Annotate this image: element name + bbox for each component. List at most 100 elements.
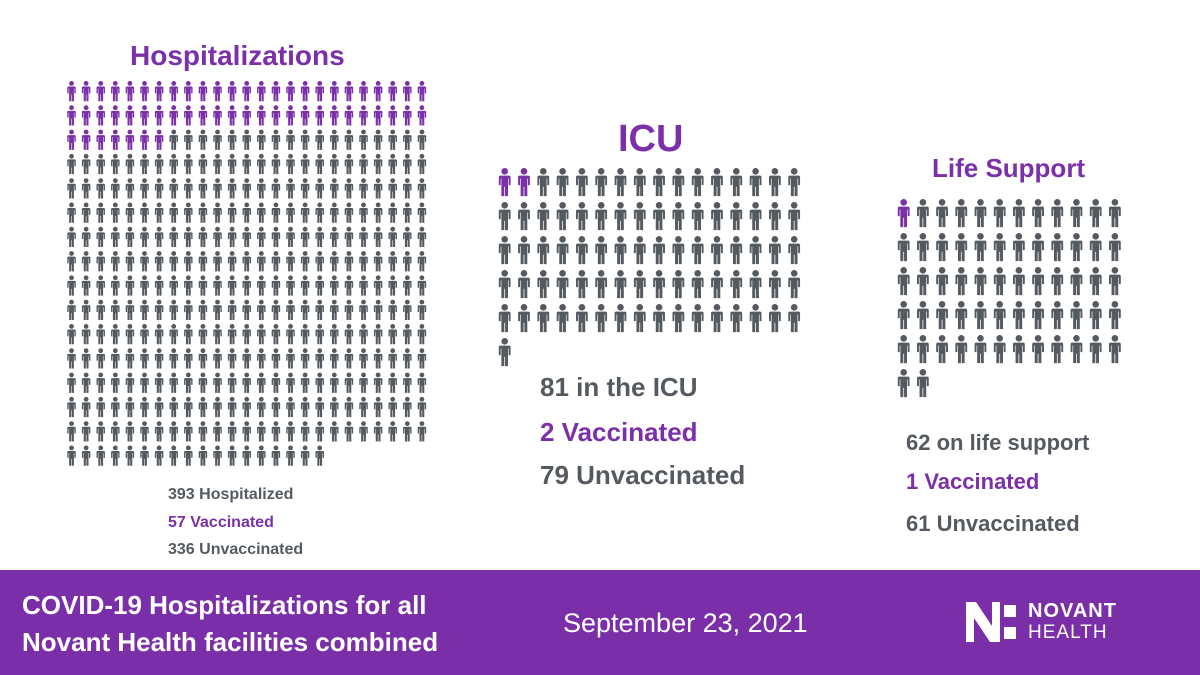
hospitalized-unvaccinated-person-icon (359, 153, 368, 175)
icu-vaccinated-person-icon (518, 168, 530, 197)
hospitalized-unvaccinated-person-icon (184, 421, 193, 442)
icu-unvaccinated-person-icon (614, 304, 627, 333)
hospitalized-unvaccinated-person-icon (388, 153, 397, 175)
hospitalized-vaccinated-person-icon (359, 81, 368, 102)
hospitalized-unvaccinated-person-icon (125, 396, 135, 418)
hospitalized-unvaccinated-person-icon (300, 275, 310, 296)
hospitalized-unvaccinated-person-icon (300, 324, 310, 345)
life-support-unvaccinated-person-icon (1108, 335, 1121, 364)
hospitalized-unvaccinated-person-icon (403, 226, 412, 248)
hospitalized-unvaccinated-person-icon (315, 178, 324, 199)
hospitalized-unvaccinated-person-icon (96, 299, 105, 320)
icu-unvaccinated-person-icon (518, 304, 530, 333)
hospitalized-unvaccinated-person-icon (198, 445, 208, 466)
hospitalized-unvaccinated-person-icon (227, 372, 237, 393)
hospitalized-unvaccinated-person-icon (169, 153, 178, 175)
icu-unvaccinated-person-icon (595, 202, 608, 231)
icu-unvaccinated-person-icon (730, 304, 743, 333)
hospitalized-unvaccinated-person-icon (417, 153, 427, 175)
hospitalized-unvaccinated-person-icon (198, 202, 208, 223)
hospitalized-unvaccinated-person-icon (140, 153, 149, 175)
hospitalized-unvaccinated-person-icon (373, 202, 383, 223)
hospitalized-unvaccinated-person-icon (96, 202, 105, 223)
icu-unvaccinated-person-icon (711, 168, 723, 197)
hospitalized-unvaccinated-person-icon (125, 178, 135, 199)
hospitalized-vaccinated-person-icon (315, 105, 324, 126)
hospitalized-unvaccinated-person-icon (330, 202, 339, 223)
hospitalized-unvaccinated-person-icon (417, 396, 427, 418)
hospitalized-unvaccinated-person-icon (184, 396, 193, 418)
hospitalized-unvaccinated-person-icon (81, 178, 91, 199)
life-support-unvaccinated-person-icon (936, 199, 948, 228)
hospitalized-unvaccinated-person-icon (271, 129, 281, 150)
hospitalized-unvaccinated-person-icon (403, 251, 412, 272)
hospitalized-unvaccinated-person-icon (96, 324, 105, 345)
hospitalized-unvaccinated-person-icon (257, 178, 266, 199)
hospitalized-unvaccinated-person-icon (140, 372, 149, 393)
icu-unvaccinated-person-icon (595, 270, 608, 299)
hospitalized-unvaccinated-person-icon (198, 153, 208, 175)
hospitalized-unvaccinated-person-icon (213, 129, 222, 150)
hospitalized-unvaccinated-person-icon (257, 299, 266, 320)
life-support-unvaccinated-person-icon (1108, 301, 1121, 330)
hospitalized-unvaccinated-person-icon (169, 324, 178, 345)
hospitalized-vaccinated-person-icon (125, 105, 135, 126)
hospitalized-unvaccinated-person-icon (373, 421, 383, 442)
hospitalized-unvaccinated-person-icon (227, 275, 237, 296)
hospitalized-unvaccinated-person-icon (81, 445, 91, 466)
hospitalized-unvaccinated-person-icon (271, 348, 281, 369)
hospitalized-unvaccinated-person-icon (242, 324, 251, 345)
hospitalized-unvaccinated-person-icon (111, 299, 120, 320)
life-support-unvaccinated-person-icon (1032, 267, 1044, 296)
hospitalized-unvaccinated-person-icon (213, 202, 222, 223)
icu-unvaccinated-person-icon (672, 304, 685, 333)
hospitalized-unvaccinated-person-icon (330, 226, 339, 248)
hospitalized-vaccinated-person-icon (373, 105, 383, 126)
hospitalized-unvaccinated-person-icon (227, 396, 237, 418)
hospitalized-unvaccinated-person-icon (403, 178, 412, 199)
hospitalized-unvaccinated-person-icon (111, 178, 120, 199)
hospitalized-unvaccinated-person-icon (242, 299, 251, 320)
hospitalized-unvaccinated-person-icon (286, 275, 295, 296)
hospitalized-unvaccinated-person-icon (242, 153, 251, 175)
hospitalized-vaccinated-person-icon (140, 129, 149, 150)
hospitalized-unvaccinated-person-icon (242, 251, 251, 272)
hospitalized-unvaccinated-person-icon (330, 251, 339, 272)
hospitalized-vaccinated-person-icon (154, 81, 164, 102)
hospitalized-vaccinated-person-icon (388, 81, 397, 102)
hospitalized-unvaccinated-person-icon (213, 324, 222, 345)
hospitalized-unvaccinated-person-icon (315, 372, 324, 393)
hospitalized-unvaccinated-person-icon (417, 178, 427, 199)
hospitalized-vaccinated-person-icon (286, 105, 295, 126)
hospitalized-unvaccinated-person-icon (227, 348, 237, 369)
hospitalized-unvaccinated-person-icon (359, 396, 368, 418)
hospitalized-unvaccinated-person-icon (344, 421, 354, 442)
hospitalized-vaccinated-person-icon (257, 81, 266, 102)
hospitalized-unvaccinated-person-icon (286, 372, 295, 393)
hospitalized-vaccinated-person-icon (140, 81, 149, 102)
icu-unvaccinated-person-icon (633, 270, 646, 299)
hospitalized-unvaccinated-person-icon (67, 324, 76, 345)
hospitalized-unvaccinated-person-icon (81, 396, 91, 418)
icu-unvaccinated-person-icon (498, 270, 511, 299)
life-support-unvaccinated-person-icon (1089, 301, 1102, 330)
hospitalized-unvaccinated-person-icon (300, 226, 310, 248)
life-support-unvaccinated-person-icon (936, 335, 948, 364)
icu-unvaccinated-person-icon (749, 236, 762, 265)
hospitalized-unvaccinated-person-icon (169, 178, 178, 199)
hospitalized-unvaccinated-person-icon (286, 324, 295, 345)
hospitalized-unvaccinated-person-icon (257, 372, 266, 393)
icu-unvaccinated-person-icon (556, 304, 569, 333)
hospitalized-unvaccinated-person-icon (286, 178, 295, 199)
icu-unvaccinated-person-icon (518, 270, 530, 299)
icu-unvaccinated-person-icon (556, 270, 569, 299)
hospitalized-unvaccinated-person-icon (140, 445, 149, 466)
hospitalized-unvaccinated-person-icon (227, 202, 237, 223)
life-support-unvaccinated-person-icon (897, 335, 910, 364)
hospitalized-vaccinated-label: 57 Vaccinated (168, 514, 274, 531)
hospitalized-unvaccinated-person-icon (111, 153, 120, 175)
hospitalized-unvaccinated-person-icon (198, 275, 208, 296)
hospitalized-unvaccinated-person-icon (330, 421, 339, 442)
hospitalized-unvaccinated-person-icon (169, 372, 178, 393)
hospitalized-unvaccinated-person-icon (257, 251, 266, 272)
